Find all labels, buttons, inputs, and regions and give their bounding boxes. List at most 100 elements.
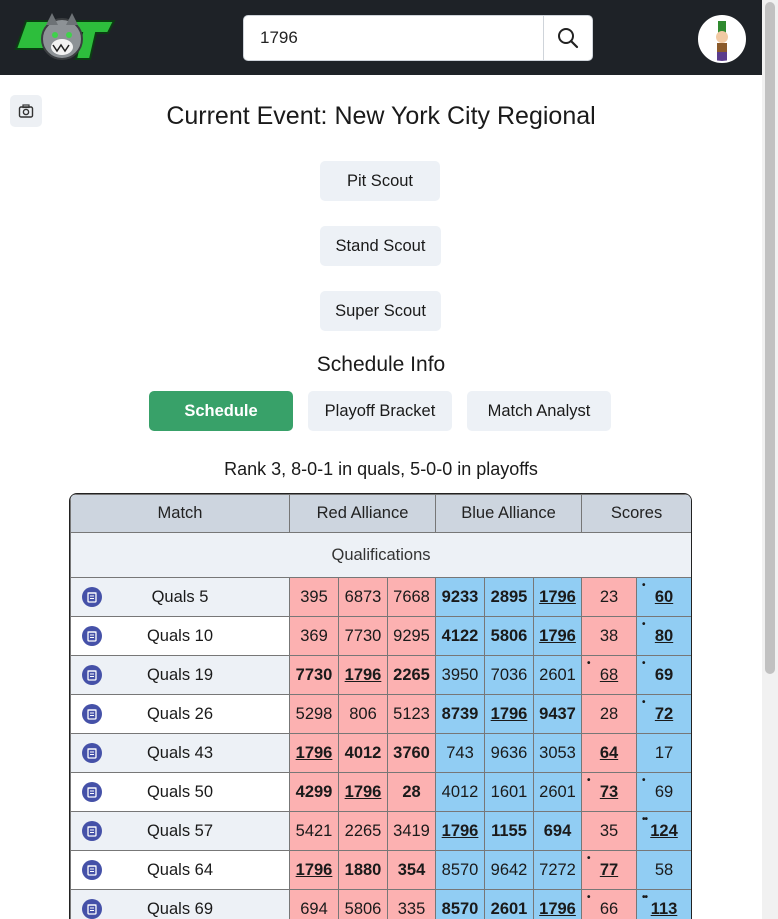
match-name[interactable]: Quals 57: [146, 821, 214, 840]
match-name[interactable]: Quals 19: [146, 665, 214, 684]
blue-score[interactable]: 124: [650, 821, 678, 840]
team-number[interactable]: 7272: [539, 860, 576, 879]
team-number[interactable]: 1796: [539, 899, 576, 918]
team-number[interactable]: 5123: [393, 704, 430, 723]
team-number[interactable]: 9636: [490, 743, 528, 762]
team-number[interactable]: 1796: [295, 743, 333, 762]
match-name[interactable]: Quals 69: [146, 899, 214, 918]
team-number[interactable]: 2601: [539, 665, 576, 684]
super-scout-button[interactable]: Super Scout: [320, 291, 441, 331]
team-number[interactable]: 3053: [539, 743, 576, 762]
team-number[interactable]: 9642: [490, 860, 528, 879]
team-logo[interactable]: [12, 11, 116, 63]
team-number[interactable]: 5806: [344, 899, 382, 918]
team-number[interactable]: 1796: [344, 782, 382, 801]
tab-schedule[interactable]: Schedule: [149, 391, 293, 431]
red-score[interactable]: 64: [599, 743, 619, 762]
team-number[interactable]: 5421: [295, 821, 333, 840]
red-score[interactable]: 77: [599, 860, 619, 879]
team-number[interactable]: 7036: [490, 665, 528, 684]
video-icon[interactable]: [82, 665, 102, 685]
team-number[interactable]: 4299: [295, 782, 333, 801]
team-number[interactable]: 2601: [539, 782, 576, 801]
blue-score[interactable]: 80: [654, 626, 674, 645]
blue-score[interactable]: 69: [654, 782, 674, 801]
team-number[interactable]: 1155: [491, 821, 527, 840]
team-number[interactable]: 9437: [539, 704, 576, 723]
side-tool-button[interactable]: [10, 95, 42, 127]
search-button[interactable]: [543, 16, 592, 60]
team-number[interactable]: 743: [446, 743, 474, 762]
search-input[interactable]: [244, 16, 544, 60]
tab-playoff-bracket[interactable]: Playoff Bracket: [308, 391, 452, 431]
team-number[interactable]: 2265: [393, 665, 430, 684]
team-number[interactable]: 2895: [490, 587, 528, 606]
team-number[interactable]: 5806: [490, 626, 528, 645]
team-number[interactable]: 4012: [441, 782, 479, 801]
team-number[interactable]: 1796: [539, 587, 576, 606]
team-number[interactable]: 1796: [539, 626, 576, 645]
video-icon[interactable]: [82, 782, 102, 802]
team-number[interactable]: 8570: [441, 860, 479, 879]
team-number[interactable]: 8739: [441, 704, 479, 723]
team-number[interactable]: 3760: [393, 743, 430, 762]
team-number[interactable]: 2601: [490, 899, 528, 918]
tab-match-analyst[interactable]: Match Analyst: [467, 391, 611, 431]
team-number[interactable]: 2265: [344, 821, 382, 840]
team-number[interactable]: 1601: [490, 782, 528, 801]
team-number[interactable]: 1880: [344, 860, 382, 879]
red-score[interactable]: 73: [599, 782, 619, 801]
team-number[interactable]: 1796: [295, 860, 333, 879]
blue-score[interactable]: 58: [654, 860, 674, 879]
team-number[interactable]: 6873: [344, 587, 382, 606]
team-number[interactable]: 1796: [344, 665, 382, 684]
team-number[interactable]: 4122: [441, 626, 479, 645]
video-icon[interactable]: [82, 626, 102, 646]
team-number[interactable]: 9233: [441, 587, 479, 606]
video-icon[interactable]: [82, 821, 102, 841]
team-number[interactable]: 694: [543, 821, 572, 840]
match-name[interactable]: Quals 5: [151, 587, 209, 606]
red-score[interactable]: 28: [599, 704, 619, 723]
blue-score[interactable]: 60: [654, 587, 674, 606]
blue-score[interactable]: 69: [654, 665, 674, 684]
video-icon[interactable]: [82, 704, 102, 724]
video-icon[interactable]: [82, 899, 102, 919]
team-number[interactable]: 7730: [344, 626, 382, 645]
team-number[interactable]: 8570: [441, 899, 479, 918]
match-name[interactable]: Quals 50: [146, 782, 214, 801]
team-number[interactable]: 806: [349, 704, 377, 723]
team-number[interactable]: 28: [402, 782, 421, 801]
team-number[interactable]: 335: [397, 899, 426, 918]
video-icon[interactable]: [82, 587, 102, 607]
blue-score[interactable]: 72: [654, 704, 674, 723]
scrollbar-thumb[interactable]: [765, 2, 775, 674]
red-score[interactable]: 35: [599, 821, 619, 840]
red-score[interactable]: 38: [599, 626, 619, 645]
stand-scout-button[interactable]: Stand Scout: [320, 226, 441, 266]
team-number[interactable]: 354: [397, 860, 426, 879]
page-scrollbar[interactable]: [762, 0, 778, 919]
team-number[interactable]: 369: [300, 626, 328, 645]
match-name[interactable]: Quals 43: [146, 743, 214, 762]
team-number[interactable]: 7668: [393, 587, 430, 606]
match-name[interactable]: Quals 10: [146, 626, 214, 645]
red-score[interactable]: 66: [599, 899, 619, 918]
team-number[interactable]: 3950: [441, 665, 479, 684]
match-name[interactable]: Quals 64: [146, 860, 214, 879]
red-score[interactable]: 23: [599, 587, 619, 606]
team-number[interactable]: 1796: [441, 821, 479, 840]
blue-score[interactable]: 113: [650, 899, 678, 918]
team-number[interactable]: 1796: [490, 704, 528, 723]
team-number[interactable]: 7730: [295, 665, 333, 684]
video-icon[interactable]: [82, 743, 102, 763]
user-avatar[interactable]: [698, 15, 746, 63]
red-score[interactable]: 68: [599, 665, 619, 684]
team-number[interactable]: 694: [300, 899, 328, 918]
team-number[interactable]: 9295: [393, 626, 430, 645]
team-number[interactable]: 3419: [393, 821, 430, 840]
match-name[interactable]: Quals 26: [146, 704, 214, 723]
blue-score[interactable]: 17: [654, 743, 674, 762]
pit-scout-button[interactable]: Pit Scout: [320, 161, 440, 201]
team-number[interactable]: 5298: [295, 704, 333, 723]
